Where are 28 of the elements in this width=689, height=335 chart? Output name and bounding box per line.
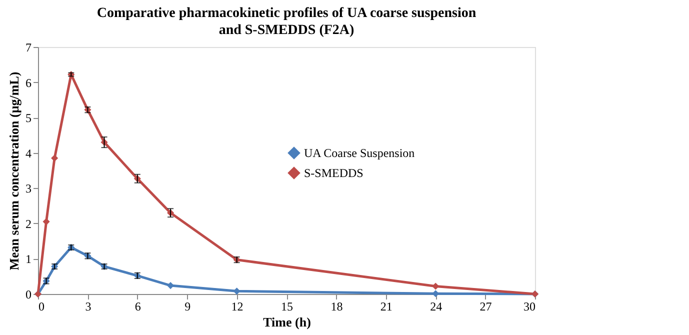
y-tick-label: 1 xyxy=(26,252,32,266)
chart-title: Comparative pharmacokinetic profiles of UA coarse suspension and S-SMEDDS (F2A) xyxy=(96,6,476,38)
x-tick-label: 3 xyxy=(85,300,92,314)
y-tick-label: 3 xyxy=(26,182,32,196)
x-tick-label: 30 xyxy=(524,300,536,314)
y-tick-label: 5 xyxy=(26,111,32,126)
x-tick-label: 24 xyxy=(430,300,442,314)
point xyxy=(432,282,440,290)
x-tick-label: 15 xyxy=(281,300,293,314)
y-tick-label: 6 xyxy=(26,76,32,90)
x-tick-label: 0 xyxy=(38,300,44,314)
y-tick-label: 2 xyxy=(26,216,32,231)
point xyxy=(233,288,240,295)
x-tick-label: 12 xyxy=(231,300,244,314)
x-tick-label: 27 xyxy=(480,300,492,314)
y-tick-label: 4 xyxy=(26,146,32,160)
point xyxy=(42,218,50,226)
point xyxy=(51,154,58,162)
y-tick-label: 0 xyxy=(26,288,32,302)
x-axis-title: Time (h) xyxy=(263,314,311,330)
x-tick-label: 21 xyxy=(380,300,392,314)
legend-label: UA Coarse Suspension xyxy=(304,146,415,160)
legend-label: S-SMEDDS xyxy=(304,166,364,180)
y-tick-label: 7 xyxy=(26,40,32,54)
y-axis-title: Mean serum concentration (µg/mL) xyxy=(6,72,22,270)
x-tick-label: 9 xyxy=(184,300,191,314)
x-tick-label: 18 xyxy=(330,300,343,314)
x-tick-label: 6 xyxy=(134,300,141,314)
